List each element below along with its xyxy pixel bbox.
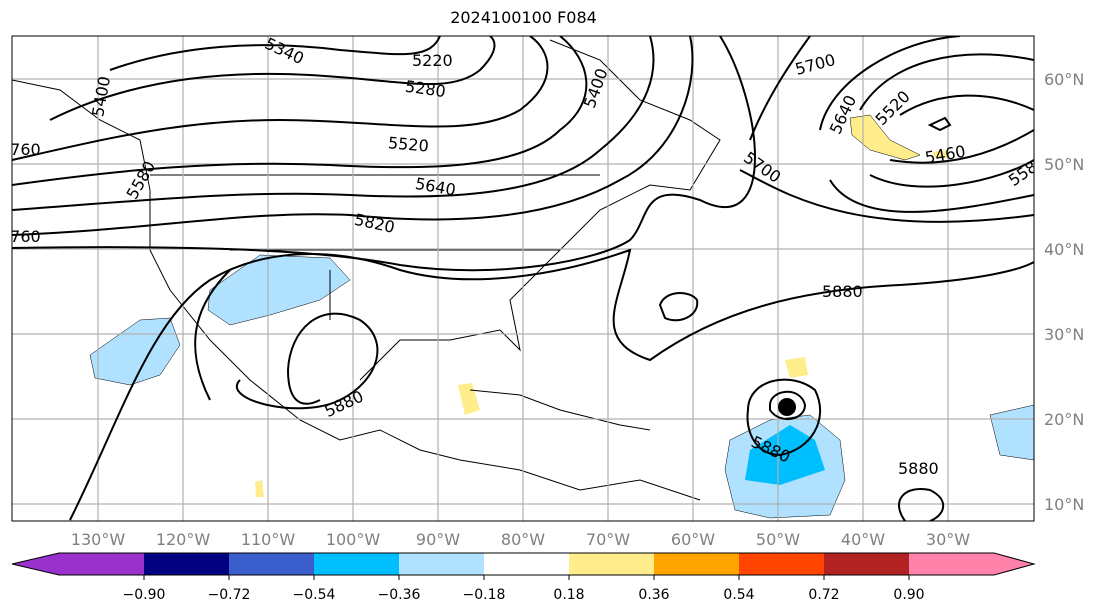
svg-text:5880: 5880 — [822, 282, 863, 301]
colorbar-tick-label: 0.90 — [893, 587, 924, 603]
svg-text:50°W: 50°W — [756, 530, 800, 549]
colorbar: −0.90 −0.72 −0.54 −0.36 −0.18 0.18 0.36 0.54 0.7… — [11, 552, 1036, 603]
svg-text:10°N: 10°N — [1044, 495, 1084, 514]
colorbar-tick-label: 0.72 — [808, 587, 839, 603]
colorbar-bin — [314, 553, 399, 575]
latitude-labels: 60°N 50°N 40°N 30°N 20°N 10°N — [1044, 70, 1084, 514]
colorbar-tick-label: 0.36 — [638, 587, 669, 603]
colorbar-bin — [59, 553, 144, 575]
svg-text:5220: 5220 — [412, 51, 453, 70]
svg-text:20°N: 20°N — [1044, 410, 1084, 429]
colorbar-bin — [569, 553, 654, 575]
svg-text:130°W: 130°W — [71, 530, 126, 549]
colorbar-extend-high — [994, 553, 1034, 575]
svg-text:40°N: 40°N — [1044, 240, 1084, 259]
svg-text:5520: 5520 — [387, 133, 429, 155]
svg-text:120°W: 120°W — [156, 530, 211, 549]
svg-text:5520: 5520 — [872, 87, 914, 129]
colorbar-tick-label: −0.90 — [123, 587, 166, 603]
map-frame — [11, 35, 1035, 522]
svg-text:60°W: 60°W — [671, 530, 715, 549]
colorbar-bin — [229, 553, 314, 575]
gridlines — [12, 36, 1034, 521]
colorbar-bin — [824, 553, 909, 575]
contour-labels: 5340 5220 5280 5400 5520 5640 5820 5700 … — [0, 34, 1049, 478]
svg-text:5820: 5820 — [353, 210, 397, 237]
svg-text:50°N: 50°N — [1044, 155, 1084, 174]
colorbar-bin — [399, 553, 484, 575]
svg-text:5880: 5880 — [898, 459, 939, 478]
colorbar-tick-label: 0.18 — [553, 587, 584, 603]
svg-text:5340: 5340 — [262, 34, 307, 68]
svg-text:5760: 5760 — [0, 140, 41, 159]
svg-text:80°W: 80°W — [501, 530, 545, 549]
svg-text:30°W: 30°W — [926, 530, 970, 549]
colorbar-bin — [909, 553, 994, 575]
colorbar-outline — [11, 552, 1036, 576]
svg-text:100°W: 100°W — [326, 530, 381, 549]
height-contours — [12, 36, 1034, 521]
colorbar-tick-label: −0.36 — [378, 587, 421, 603]
colorbar-tick-label: −0.54 — [293, 587, 336, 603]
svg-text:60°N: 60°N — [1044, 70, 1084, 89]
colorbar-bin — [484, 553, 569, 575]
svg-text:5880: 5880 — [321, 387, 366, 421]
svg-text:40°W: 40°W — [841, 530, 885, 549]
map-title: 2024100100 F084 — [450, 8, 597, 27]
colorbar-tick-label: −0.72 — [208, 587, 251, 603]
longitude-labels: 130°W 120°W 110°W 100°W 90°W 80°W 70°W 6… — [71, 530, 970, 549]
svg-text:5580: 5580 — [1005, 151, 1049, 190]
svg-text:110°W: 110°W — [241, 530, 296, 549]
colorbar-bin — [654, 553, 739, 575]
svg-text:70°W: 70°W — [586, 530, 630, 549]
svg-text:30°N: 30°N — [1044, 325, 1084, 344]
svg-text:5280: 5280 — [404, 77, 447, 101]
colorbar-extend-low — [12, 553, 59, 575]
colorbar-tick-label: −0.18 — [463, 587, 506, 603]
svg-text:5700: 5700 — [793, 50, 837, 79]
colorbar-tick-label: 0.54 — [723, 587, 754, 603]
svg-text:5400: 5400 — [88, 75, 114, 118]
svg-text:90°W: 90°W — [416, 530, 460, 549]
colorbar-bin — [144, 553, 229, 575]
coastlines — [12, 39, 721, 501]
colorbar-bin — [739, 553, 824, 575]
svg-text:5760: 5760 — [0, 227, 41, 246]
